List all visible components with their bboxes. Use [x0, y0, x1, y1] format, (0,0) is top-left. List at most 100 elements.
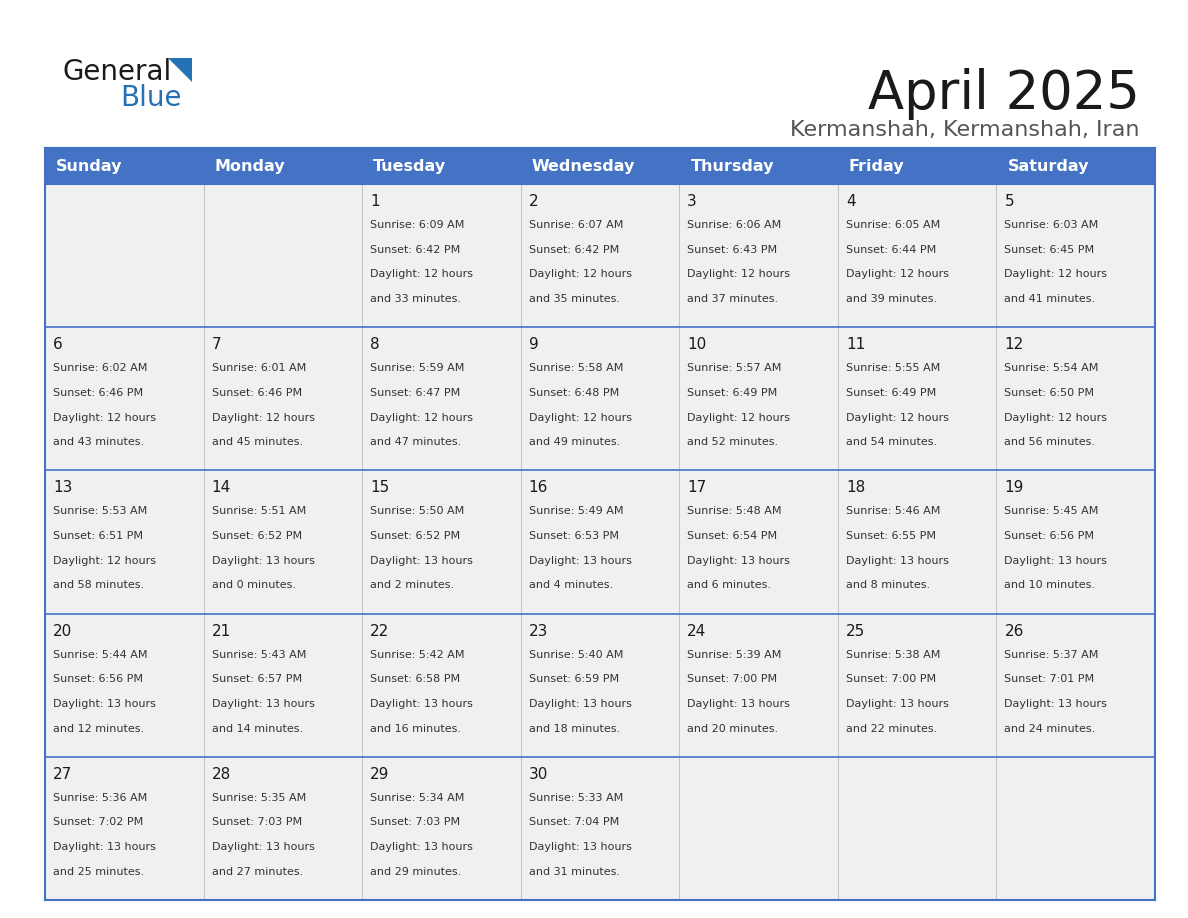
Bar [838, 184, 997, 327]
Bar [203, 470, 362, 613]
Text: Sunset: 6:42 PM: Sunset: 6:42 PM [529, 244, 619, 254]
Text: Sunrise: 5:59 AM: Sunrise: 5:59 AM [371, 364, 465, 373]
Text: Saturday: Saturday [1007, 159, 1089, 174]
Text: Sunrise: 6:02 AM: Sunrise: 6:02 AM [53, 364, 147, 373]
Text: Sunset: 7:02 PM: Sunset: 7:02 PM [53, 817, 144, 827]
Bar [680, 184, 838, 327]
Bar [680, 148, 838, 184]
Text: Sunset: 6:42 PM: Sunset: 6:42 PM [371, 244, 461, 254]
Text: Sunrise: 5:34 AM: Sunrise: 5:34 AM [371, 793, 465, 802]
Text: Daylight: 12 hours: Daylight: 12 hours [846, 269, 949, 279]
Text: and 2 minutes.: and 2 minutes. [371, 580, 454, 590]
Bar [203, 613, 362, 756]
Bar [45, 148, 203, 184]
Text: Monday: Monday [215, 159, 285, 174]
Text: Sunset: 6:56 PM: Sunset: 6:56 PM [53, 674, 143, 684]
Text: Tuesday: Tuesday [373, 159, 447, 174]
Text: 26: 26 [1004, 623, 1024, 639]
Text: and 33 minutes.: and 33 minutes. [371, 294, 461, 304]
Bar [45, 756, 203, 900]
Bar [997, 756, 1155, 900]
Text: Daylight: 13 hours: Daylight: 13 hours [688, 699, 790, 709]
Text: 2: 2 [529, 194, 538, 209]
Bar [680, 470, 838, 613]
Text: Sunset: 6:58 PM: Sunset: 6:58 PM [371, 674, 460, 684]
Bar [203, 327, 362, 470]
Text: Daylight: 12 hours: Daylight: 12 hours [371, 269, 473, 279]
Text: Sunrise: 5:35 AM: Sunrise: 5:35 AM [211, 793, 305, 802]
Text: Sunrise: 5:37 AM: Sunrise: 5:37 AM [1004, 650, 1099, 659]
Text: Sunrise: 6:09 AM: Sunrise: 6:09 AM [371, 220, 465, 230]
Text: Daylight: 13 hours: Daylight: 13 hours [211, 842, 315, 852]
Text: and 6 minutes.: and 6 minutes. [688, 580, 771, 590]
Text: 4: 4 [846, 194, 855, 209]
Text: Sunset: 6:46 PM: Sunset: 6:46 PM [211, 387, 302, 397]
Text: Sunrise: 6:01 AM: Sunrise: 6:01 AM [211, 364, 305, 373]
Text: Sunrise: 6:05 AM: Sunrise: 6:05 AM [846, 220, 940, 230]
Bar [838, 756, 997, 900]
Bar [997, 148, 1155, 184]
Bar [203, 148, 362, 184]
Text: Daylight: 13 hours: Daylight: 13 hours [529, 699, 632, 709]
Text: and 27 minutes.: and 27 minutes. [211, 867, 303, 877]
Bar [680, 613, 838, 756]
Text: Sunset: 6:49 PM: Sunset: 6:49 PM [846, 387, 936, 397]
Text: Sunset: 6:44 PM: Sunset: 6:44 PM [846, 244, 936, 254]
Text: Sunset: 6:59 PM: Sunset: 6:59 PM [529, 674, 619, 684]
Text: 19: 19 [1004, 480, 1024, 496]
Text: Sunset: 6:52 PM: Sunset: 6:52 PM [211, 531, 302, 541]
Text: and 37 minutes.: and 37 minutes. [688, 294, 778, 304]
Text: Sunrise: 6:06 AM: Sunrise: 6:06 AM [688, 220, 782, 230]
Text: Sunset: 6:48 PM: Sunset: 6:48 PM [529, 387, 619, 397]
Text: 15: 15 [371, 480, 390, 496]
Text: General: General [62, 58, 171, 86]
Text: Sunset: 6:49 PM: Sunset: 6:49 PM [688, 387, 777, 397]
Text: Sunset: 7:00 PM: Sunset: 7:00 PM [688, 674, 777, 684]
Text: and 14 minutes.: and 14 minutes. [211, 723, 303, 733]
Text: Kermanshah, Kermanshah, Iran: Kermanshah, Kermanshah, Iran [790, 120, 1140, 140]
Text: and 54 minutes.: and 54 minutes. [846, 437, 937, 447]
Text: Sunset: 6:47 PM: Sunset: 6:47 PM [371, 387, 461, 397]
Bar [45, 613, 203, 756]
Text: and 47 minutes.: and 47 minutes. [371, 437, 461, 447]
Text: 8: 8 [371, 337, 380, 353]
Text: Daylight: 13 hours: Daylight: 13 hours [1004, 699, 1107, 709]
Text: 5: 5 [1004, 194, 1015, 209]
Bar [680, 327, 838, 470]
Text: Daylight: 13 hours: Daylight: 13 hours [846, 555, 949, 565]
Text: Daylight: 12 hours: Daylight: 12 hours [688, 412, 790, 422]
Text: 20: 20 [53, 623, 72, 639]
Text: Daylight: 13 hours: Daylight: 13 hours [371, 699, 473, 709]
Text: 24: 24 [688, 623, 707, 639]
Text: Friday: Friday [849, 159, 904, 174]
Text: 30: 30 [529, 767, 548, 782]
Text: Daylight: 13 hours: Daylight: 13 hours [211, 555, 315, 565]
Text: and 56 minutes.: and 56 minutes. [1004, 437, 1095, 447]
Text: and 29 minutes.: and 29 minutes. [371, 867, 461, 877]
Text: 13: 13 [53, 480, 72, 496]
Text: and 39 minutes.: and 39 minutes. [846, 294, 937, 304]
Text: Daylight: 13 hours: Daylight: 13 hours [211, 699, 315, 709]
Text: 17: 17 [688, 480, 707, 496]
Text: Thursday: Thursday [690, 159, 773, 174]
Text: Sunset: 7:03 PM: Sunset: 7:03 PM [371, 817, 460, 827]
Text: and 22 minutes.: and 22 minutes. [846, 723, 937, 733]
Text: Daylight: 12 hours: Daylight: 12 hours [529, 269, 632, 279]
Text: 23: 23 [529, 623, 548, 639]
Bar [362, 148, 520, 184]
Text: and 58 minutes.: and 58 minutes. [53, 580, 144, 590]
Text: Daylight: 13 hours: Daylight: 13 hours [371, 842, 473, 852]
Text: 16: 16 [529, 480, 548, 496]
Text: Sunrise: 5:51 AM: Sunrise: 5:51 AM [211, 507, 305, 516]
Text: and 10 minutes.: and 10 minutes. [1004, 580, 1095, 590]
Text: Sunset: 6:46 PM: Sunset: 6:46 PM [53, 387, 143, 397]
Text: Sunrise: 5:57 AM: Sunrise: 5:57 AM [688, 364, 782, 373]
Text: Sunday: Sunday [56, 159, 122, 174]
Bar [362, 327, 520, 470]
Bar [362, 613, 520, 756]
Text: Sunset: 6:56 PM: Sunset: 6:56 PM [1004, 531, 1094, 541]
Text: Sunset: 6:45 PM: Sunset: 6:45 PM [1004, 244, 1094, 254]
Bar [520, 613, 680, 756]
Text: Daylight: 13 hours: Daylight: 13 hours [846, 699, 949, 709]
Text: 14: 14 [211, 480, 230, 496]
